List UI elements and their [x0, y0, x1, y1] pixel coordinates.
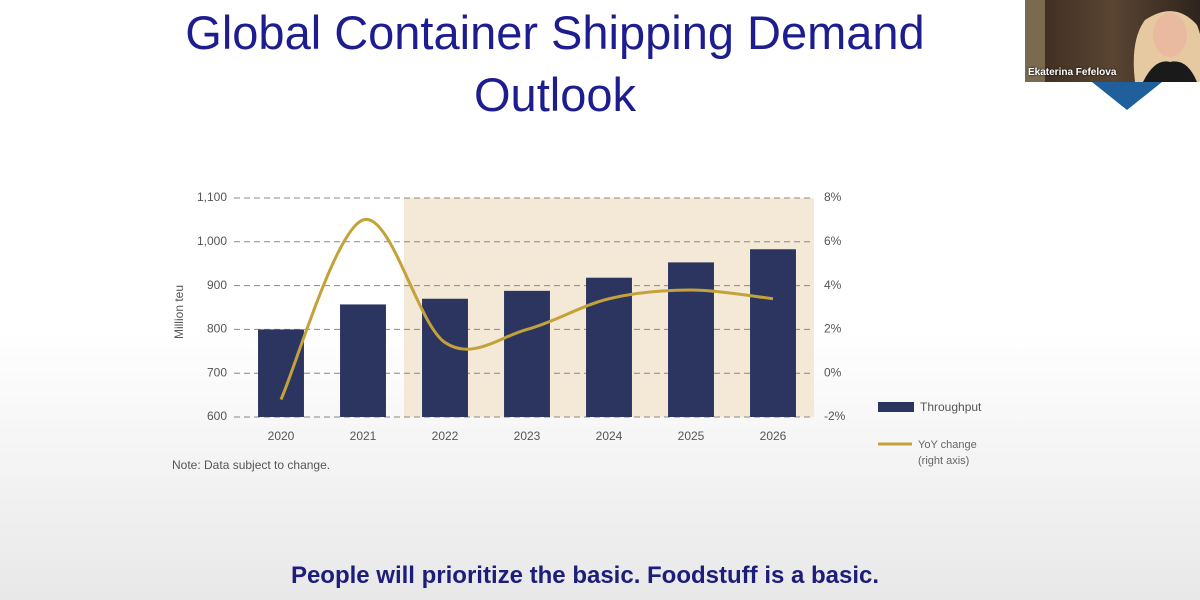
y2-tick-label: -2%: [824, 409, 846, 423]
y-tick-label: 900: [207, 278, 227, 292]
y2-tick-label: 6%: [824, 234, 842, 248]
y-axis-label: Million teu: [172, 285, 186, 339]
y-tick-label: 700: [207, 365, 227, 379]
chart-note: Note: Data subject to change.: [172, 458, 330, 472]
legend-swatch: [878, 402, 914, 412]
webcam-tile: Ekaterina Fefelova: [1025, 0, 1200, 82]
legend-label: Throughput: [920, 400, 982, 414]
y-tick-label: 1,000: [197, 234, 227, 248]
x-tick-label: 2022: [432, 429, 459, 443]
x-tick-label: 2026: [760, 429, 787, 443]
y-tick-label: 600: [207, 409, 227, 423]
bar: [258, 329, 304, 417]
bar: [586, 277, 632, 417]
x-tick-label: 2025: [678, 429, 705, 443]
x-tick-label: 2024: [596, 429, 623, 443]
x-tick-label: 2020: [268, 429, 295, 443]
y2-tick-label: 2%: [824, 322, 842, 336]
y2-tick-label: 0%: [824, 365, 842, 379]
y2-tick-label: 8%: [824, 190, 842, 204]
bar: [422, 298, 468, 417]
pointer-triangle: [1092, 82, 1162, 110]
x-tick-label: 2023: [514, 429, 541, 443]
caption: People will prioritize the basic. Foodst…: [290, 562, 880, 589]
webcam-image: [1025, 0, 1200, 82]
bar: [668, 262, 714, 417]
participant-name: Ekaterina Fefelova: [1028, 67, 1117, 78]
bar: [750, 249, 796, 417]
y-tick-label: 800: [207, 322, 227, 336]
line: [279, 218, 774, 401]
legend-label: YoY change (right axis): [918, 439, 977, 467]
y-tick-label: 1,100: [197, 190, 227, 204]
bar: [340, 304, 386, 417]
bar: [504, 290, 550, 417]
y2-tick-label: 4%: [824, 278, 842, 292]
slide-title: Global Container Shipping Demand Outlook: [185, 6, 925, 121]
x-tick-label: 2021: [350, 429, 377, 443]
